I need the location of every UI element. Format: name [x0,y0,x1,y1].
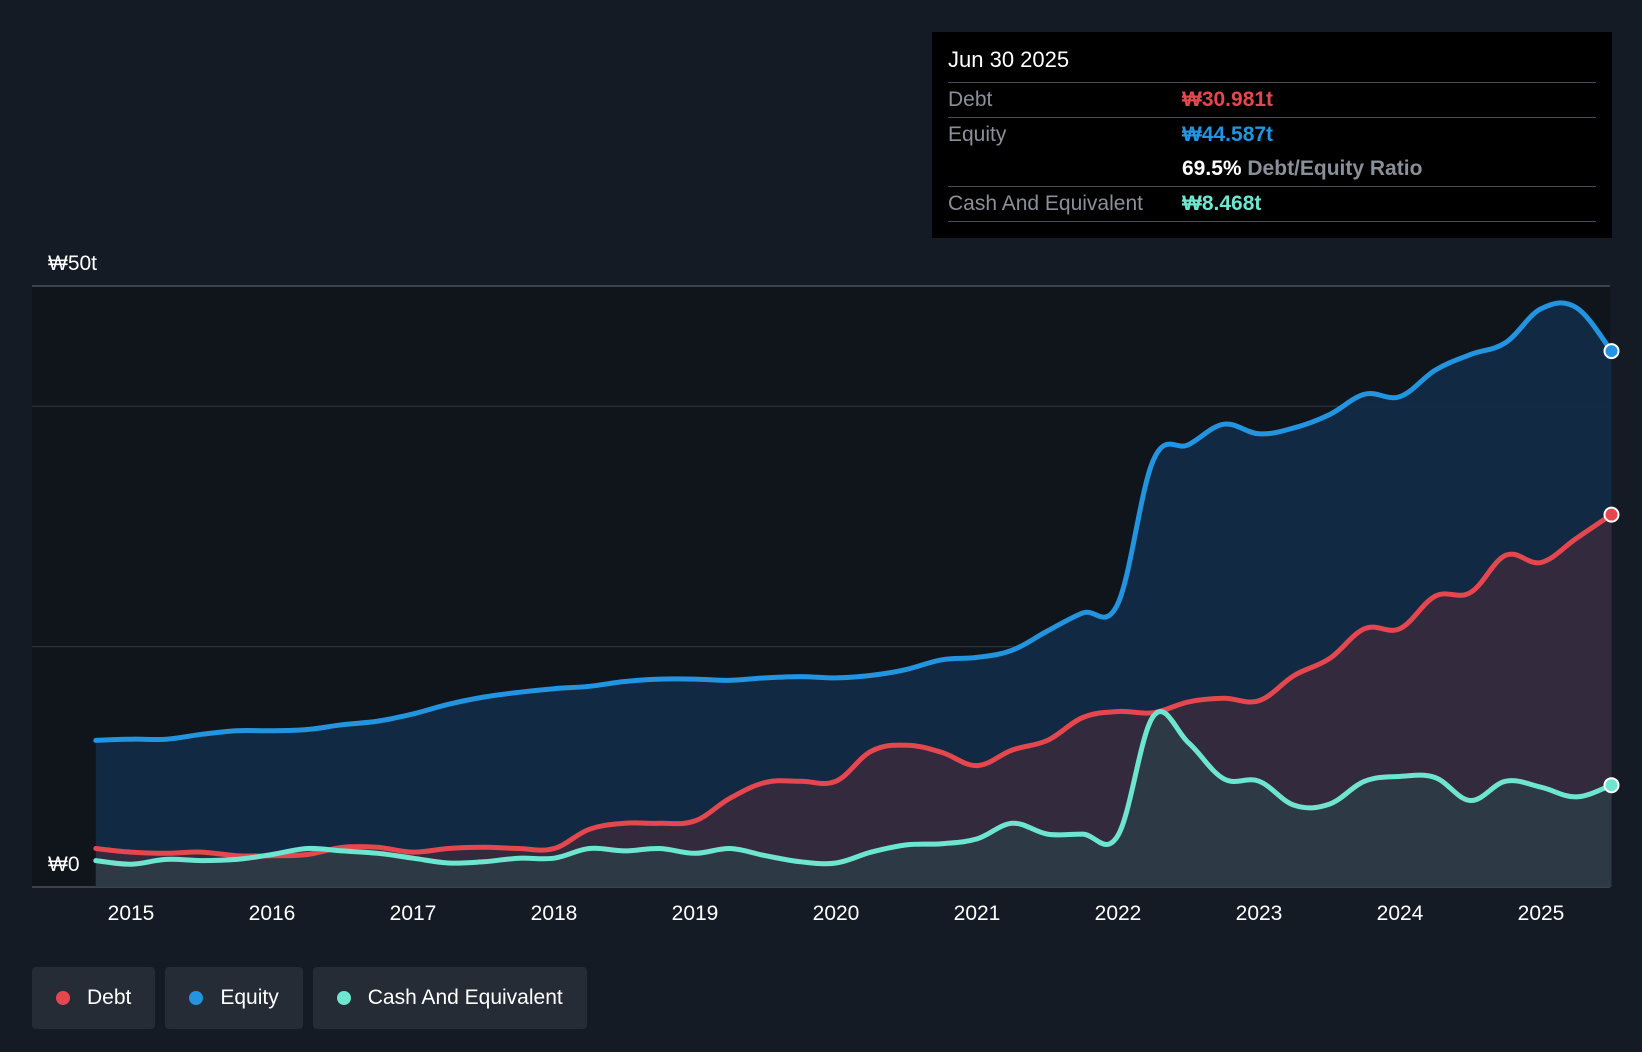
end-marker-cash-and-equivalent [1603,777,1620,794]
legend-label-debt: Debt [87,986,132,1009]
x-tick-2024: 2024 [1377,902,1424,925]
x-tick-2018: 2018 [531,902,578,925]
chart-svg: ₩50t ₩0 2015 2016 2017 2018 2019 2020 2021 2022 20… [32,252,1620,925]
x-tick-2023: 2023 [1236,902,1283,925]
y-label-zero: ₩0 [48,853,80,876]
legend-label-equity: Equity [220,986,279,1009]
legend-item-equity[interactable]: Equity [165,967,303,1029]
legend-label-cash: Cash And Equivalent [367,986,563,1009]
x-tick-2015: 2015 [108,902,155,925]
tooltip-row-debt: Debt ₩30.981t [948,82,1596,117]
tooltip: Jun 30 2025 Debt ₩30.981t Equity ₩44.587… [932,32,1612,238]
debt-dot-icon [56,991,70,1005]
line-equity [93,300,1614,743]
x-tick-2021: 2021 [954,902,1001,925]
end-marker-equity [1603,343,1620,360]
tooltip-date: Jun 30 2025 [948,47,1070,72]
tooltip-cash-label: Cash And Equivalent [948,192,1143,215]
tooltip-cash-value: ₩8.468t [1182,192,1262,215]
cash-dot-icon [336,991,351,1005]
legend: Debt Equity Cash And Equivalent [32,967,587,1029]
tooltip-debt-label: Debt [948,88,993,111]
tooltip-equity-value: ₩44.587t [1182,123,1274,146]
x-tick-2025: 2025 [1518,902,1565,925]
area-cash-and-equivalent [95,711,1612,887]
x-tick-2017: 2017 [390,902,437,925]
tooltip-row-equity: Equity ₩44.587t [948,117,1596,152]
tooltip-debt-value: ₩30.981t [1182,88,1274,111]
tooltip-ratio: 69.5% Debt/Equity Ratio [1182,152,1422,185]
x-tick-2020: 2020 [813,902,860,925]
line-cash-and-equivalent [93,709,1614,867]
equity-dot-icon [189,991,204,1005]
tooltip-equity-label: Equity [948,123,1007,146]
x-tick-2016: 2016 [249,902,296,925]
tooltip-ratio-value: 69.5% [1182,157,1242,180]
x-tick-2019: 2019 [672,902,719,925]
tooltip-row-ratio: 69.5% Debt/Equity Ratio [948,152,1596,186]
end-marker-debt [1603,506,1620,523]
tooltip-row-cash: Cash And Equivalent ₩8.468t [948,186,1596,222]
legend-item-debt[interactable]: Debt [32,967,156,1029]
legend-item-cash[interactable]: Cash And Equivalent [312,967,587,1029]
x-tick-2022: 2022 [1095,902,1142,925]
tooltip-ratio-label: Debt/Equity Ratio [1247,157,1423,180]
y-label-top: ₩50t [48,252,97,275]
line-debt [93,512,1614,859]
